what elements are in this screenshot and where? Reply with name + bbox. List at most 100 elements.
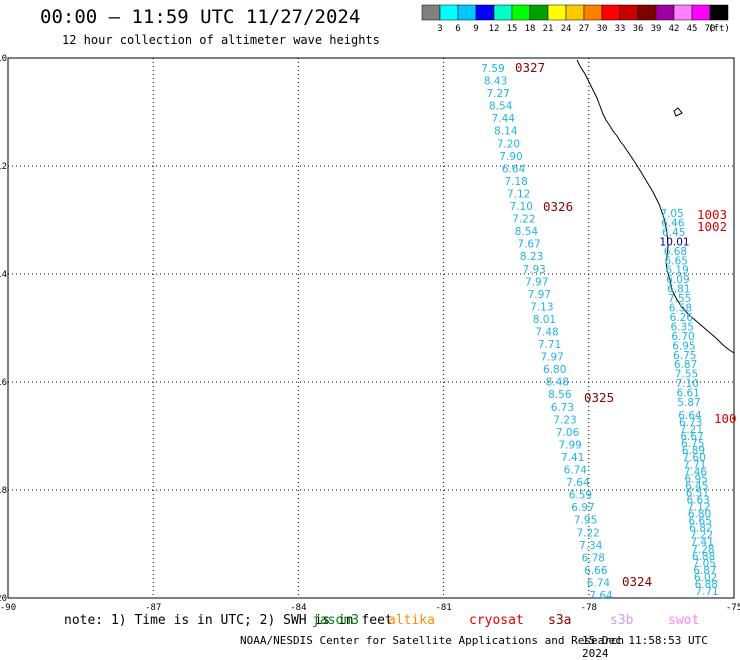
colorbar-swatch [439,4,459,21]
legend-altika: altika [388,613,435,628]
colorbar-tick-label: 12 [489,24,500,34]
colorbar-swatch [709,4,729,21]
legend-s3a: s3a [548,613,572,628]
pass-id-label: 0326 [543,199,573,214]
lon-tick-label: -84 [290,603,306,613]
colorbar-swatch [475,4,495,21]
wave-height-value: 6.46 [661,217,685,229]
colorbar-swatch [511,4,531,21]
lat-tick-label: -16 [0,378,7,388]
wave-height-value: 7.12 [507,188,530,200]
colorbar-swatch [637,4,657,21]
wave-height-value: 7.46 [684,466,708,478]
colorbar-tick-label: 3 [437,24,442,34]
wave-height-value: 7.41 [691,537,714,549]
pass-id-label: 1002 [697,219,727,234]
wave-height-value: 6.80 [543,364,566,376]
colorbar-swatch [583,4,603,21]
wave-height-value: 6.89 [682,445,705,457]
wave-height-value: 7.64 [566,477,590,489]
map-title: 00:00 – 11:59 UTC 11/27/2024 [40,6,361,28]
wave-height-value: 8.14 [494,126,518,138]
wave-height-value: 7.22 [576,527,599,539]
wave-height-value: 7.99 [558,439,581,451]
wave-height-value: 8.56 [548,389,572,401]
wave-height-value: 6.63 [686,494,709,506]
wave-height-value: 6.88 [695,579,718,591]
wave-height-value: 7.10 [676,378,699,390]
colorbar-tick-label: 27 [579,24,590,34]
colorbar-tick-label: 18 [525,24,536,34]
wave-height-value: 7.55 [668,293,691,305]
wave-height-value: 7.71 [538,339,561,351]
colorbar-tick-label: 36 [633,24,644,34]
longitude-labels: -90 -87 -84 -81 -78 -75 [0,603,740,613]
wave-height-value: 7.23 [553,414,576,426]
plot-border [7,57,735,599]
wave-height-value: 10.01 [660,236,690,248]
wave-height-value: 7.05 [693,558,716,570]
wave-height-value: 7.90 [499,151,522,163]
lat-tick-label: -14 [0,270,7,280]
wave-height-value: 6.95 [684,473,707,485]
colorbar-unit-label: (ft) [708,24,730,34]
wave-height-value: 7.13 [530,301,553,313]
lat-tick-label: -10 [0,54,7,64]
wave-height-value: 6.09 [666,274,689,286]
colorbar-swatch [565,4,585,21]
wave-height-value: 6.80 [688,509,711,521]
wave-height-value: 7.22 [512,214,535,226]
island [673,107,683,117]
wave-height-value: 6.73 [679,417,702,429]
pass-id-label: 0324 [622,574,652,589]
lon-tick-label: -90 [0,603,16,613]
colorbar-tick-label: 9 [473,24,478,34]
legend-cryosat: cryosat [469,613,524,628]
wave-height-value: 6.74 [587,577,611,589]
wave-height-value: 7.67 [517,239,540,251]
colorbar: 3 6 9 12 15 18 21 24 27 30 33 36 39 42 45 70(ft) [421,4,730,34]
grid-lines [8,58,734,598]
colorbar-tick-label: 45 [687,24,698,34]
timestamp-text: 15 Dec 11:58:53 UTC 2024 [582,634,708,660]
wave-height-value: 6.88 [692,551,715,563]
wave-height-value: 7.05 [660,208,683,220]
wave-height-value: 6.65 [665,255,688,267]
pass-id-label: 0325 [584,390,614,405]
wave-height-value: 8.01 [533,314,556,326]
wave-height-value: 7.48 [535,327,558,339]
pass-id-label: 0327 [515,60,545,75]
legend-note: note: 1) Time is in UTC; 2) SWH is in fe… [64,613,393,628]
wave-height-value: 7.06 [556,427,580,439]
wave-height-value: 6.02 [694,572,717,584]
wave-height-value: 7.71 [683,459,706,471]
map-subtitle: 12 hour collection of altimeter wave hei… [62,33,380,47]
wave-height-value: 8.48 [546,377,569,389]
legend-s3b: s3b [610,613,634,628]
wave-height-value: 7.10 [510,201,533,213]
wave-height-value: 7.41 [561,452,584,464]
colorbar-tick-label: 6 [455,24,460,34]
legend-jason3: jason3 [312,613,359,628]
colorbar-swatch [529,4,549,21]
wave-height-value: 6.82 [689,523,712,535]
wave-height-value: 7.55 [675,369,698,381]
colorbar-tick-label: 33 [615,24,626,34]
wave-height-value: 7.97 [528,289,551,301]
wave-height-value: 6.87 [674,359,697,371]
legend-swot: swot [668,613,700,628]
colorbar-swatch [673,4,693,21]
lat-tick-label: -12 [0,162,7,172]
wave-height-value: 7.28 [691,544,714,556]
wave-height-value: 7.60 [682,452,705,464]
colorbar-swatch [691,4,711,21]
wave-height-value: 6.74 [564,465,588,477]
lon-tick-label: -87 [145,603,161,613]
wave-height-value: 6.78 [582,552,605,564]
wave-height-value: 6.75 [673,350,696,362]
wave-height-value: 6.51 [686,487,709,499]
lat-tick-label: -20 [0,594,7,604]
colorbar-tick-label: 42 [669,24,680,34]
